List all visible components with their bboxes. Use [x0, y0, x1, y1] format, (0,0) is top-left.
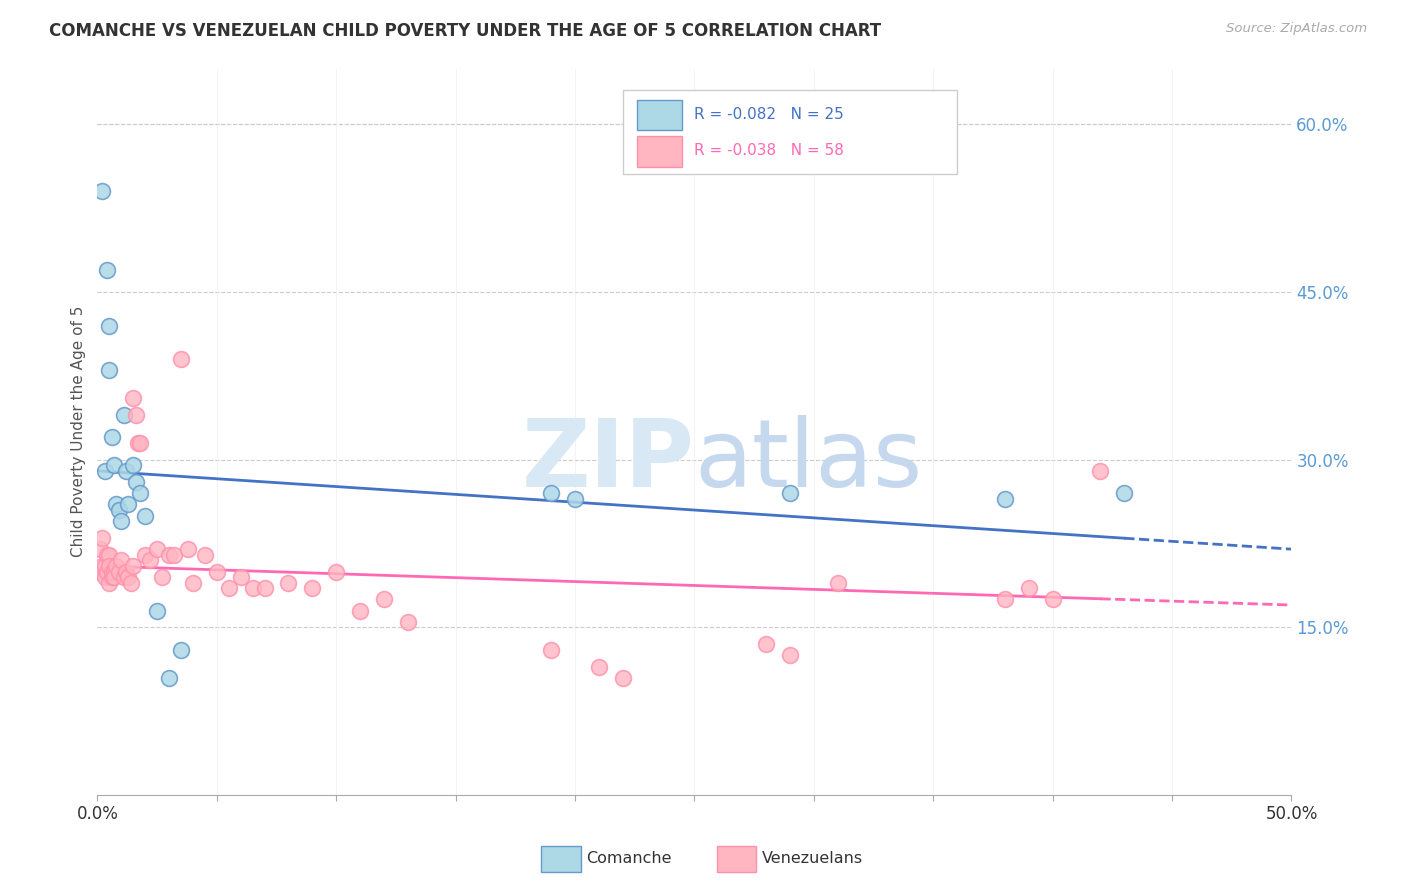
Point [112, 408, 135, 422]
Point [157, 548, 180, 562]
Point [108, 565, 131, 579]
Point [540, 486, 562, 500]
Point [117, 570, 139, 584]
Point [163, 548, 186, 562]
Point [564, 491, 586, 506]
Point [170, 642, 193, 657]
Point [115, 565, 138, 579]
Point [146, 604, 169, 618]
Point [96, 262, 118, 277]
Point [105, 498, 128, 512]
Point [89, 542, 111, 557]
Point [93, 570, 115, 584]
Point [157, 671, 180, 685]
Point [325, 565, 347, 579]
Text: R = -0.082   N = 25: R = -0.082 N = 25 [695, 107, 844, 122]
Point [349, 604, 371, 618]
Point [110, 553, 132, 567]
Text: COMANCHE VS VENEZUELAN CHILD POVERTY UNDER THE AGE OF 5 CORRELATION CHART: COMANCHE VS VENEZUELAN CHILD POVERTY UND… [49, 22, 882, 40]
Text: Venezuelans: Venezuelans [762, 852, 863, 866]
Point [205, 565, 228, 579]
Point [98, 318, 121, 333]
Point [122, 558, 145, 573]
Text: ZIP: ZIP [522, 415, 695, 507]
Y-axis label: Child Poverty Under the Age of 5: Child Poverty Under the Age of 5 [72, 306, 86, 558]
Point [108, 503, 131, 517]
Point [146, 542, 169, 557]
Point [117, 498, 139, 512]
Point [150, 570, 173, 584]
Point [1090, 464, 1112, 478]
Point [277, 575, 299, 590]
Point [93, 558, 115, 573]
FancyBboxPatch shape [623, 90, 957, 174]
Point [112, 570, 135, 584]
Point [96, 548, 118, 562]
Point [1114, 486, 1136, 500]
Point [994, 592, 1017, 607]
Point [1042, 592, 1064, 607]
Point [100, 565, 122, 579]
Point [229, 570, 252, 584]
Point [588, 659, 610, 673]
Point [96, 565, 118, 579]
Point [103, 458, 125, 473]
Bar [637, 100, 682, 130]
Point [1018, 582, 1040, 596]
Point [103, 570, 125, 584]
Point [103, 565, 125, 579]
Point [124, 408, 146, 422]
Text: atlas: atlas [695, 415, 922, 507]
Point [89, 565, 111, 579]
Bar [637, 136, 682, 167]
Point [122, 391, 145, 405]
Point [100, 570, 122, 584]
Point [194, 548, 217, 562]
Point [218, 582, 240, 596]
Point [122, 458, 145, 473]
Text: Source: ZipAtlas.com: Source: ZipAtlas.com [1226, 22, 1367, 36]
Point [98, 558, 121, 573]
Point [612, 671, 634, 685]
Point [91, 531, 114, 545]
Point [177, 542, 200, 557]
Point [779, 486, 801, 500]
Point [124, 475, 146, 489]
Point [110, 514, 132, 528]
Point [994, 491, 1017, 506]
Point [129, 486, 152, 500]
Point [181, 575, 204, 590]
Point [540, 642, 562, 657]
Point [755, 637, 778, 651]
Point [134, 508, 156, 523]
Point [396, 615, 419, 629]
Point [170, 352, 193, 367]
Point [242, 582, 264, 596]
Text: Comanche: Comanche [586, 852, 672, 866]
Point [98, 548, 121, 562]
Point [98, 575, 121, 590]
Point [129, 436, 152, 450]
Point [134, 548, 156, 562]
Text: R = -0.038   N = 58: R = -0.038 N = 58 [695, 143, 844, 158]
Point [91, 558, 114, 573]
Point [98, 363, 121, 377]
Point [301, 582, 323, 596]
Point [120, 575, 142, 590]
Point [779, 648, 801, 663]
Point [127, 436, 149, 450]
Point [139, 553, 162, 567]
Point [93, 464, 115, 478]
Point [100, 430, 122, 444]
Point [253, 582, 276, 596]
Point [115, 464, 138, 478]
Point [373, 592, 395, 607]
Point [105, 558, 128, 573]
Point [827, 575, 849, 590]
Point [91, 185, 114, 199]
